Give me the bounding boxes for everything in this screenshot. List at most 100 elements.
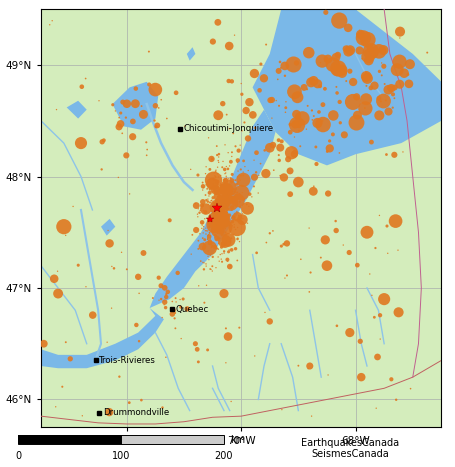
Text: Trois-Rivieres: Trois-Rivieres [99,356,156,365]
Point [230,231,238,238]
Point [235,178,242,185]
Point [171,315,178,322]
Point [228,198,235,206]
Point [251,70,258,77]
Point [152,86,159,93]
Point [220,290,228,297]
Point [112,107,119,115]
Point [314,80,321,87]
Point [138,396,145,404]
Point [221,249,228,257]
Point [376,212,383,219]
Point [174,269,182,276]
Point [197,207,204,214]
Point [224,181,231,189]
Point [211,169,218,177]
Point [215,224,222,231]
Point [217,205,224,213]
Point [208,180,216,188]
Point [287,191,294,198]
Point [202,196,210,204]
Point [225,190,233,198]
Point [215,209,222,216]
Point [237,177,244,184]
Point [343,45,350,52]
Point [212,179,219,186]
Point [317,254,324,262]
Point [155,274,162,282]
Point [283,240,291,247]
Point [303,126,310,133]
Point [364,228,371,236]
Point [329,61,337,68]
Point [230,130,237,137]
Point [217,196,225,204]
Point [374,353,381,361]
Point [375,95,383,102]
Point [233,196,241,203]
Point [319,101,327,108]
Point [240,169,247,176]
Point [219,199,226,206]
Point [217,217,224,224]
Point [220,221,228,229]
Point [362,69,369,77]
Point [316,83,324,90]
Point [222,141,229,149]
Point [213,235,221,242]
Point [339,69,346,77]
Point [208,239,215,246]
Point [353,119,360,127]
Point [222,187,230,195]
Point [215,159,222,166]
Point [199,243,206,250]
Point [195,237,202,244]
Point [306,362,313,370]
Point [209,253,217,261]
Point [154,122,161,129]
Point [209,207,217,215]
Point [210,176,217,184]
Point [224,149,232,156]
Point [199,198,207,205]
Point [143,139,150,146]
Point [226,246,233,254]
Point [126,190,133,198]
Point [192,202,200,209]
Point [202,205,209,213]
Point [222,185,229,192]
Point [212,213,219,221]
Point [140,111,147,118]
Point [179,295,187,303]
Point [210,206,217,213]
Point [195,358,202,366]
Point [222,229,229,236]
Point [212,236,220,243]
Point [202,260,210,268]
Point [240,176,247,184]
Point [236,238,243,245]
Point [198,202,206,209]
Point [89,311,96,319]
Point [261,147,268,154]
Point [217,215,224,223]
Point [155,104,162,112]
Point [217,251,224,258]
Point [349,98,357,106]
Point [158,314,166,321]
Point [219,217,227,225]
Point [404,71,411,78]
Point [345,48,352,55]
Point [222,237,230,245]
Point [183,305,191,312]
Point [199,259,207,266]
Point [207,240,214,247]
Point [239,210,246,218]
Point [248,193,256,200]
Point [82,283,90,290]
Point [376,112,383,119]
Point [306,288,313,296]
Point [234,167,242,175]
Point [198,225,206,232]
Point [224,209,231,216]
